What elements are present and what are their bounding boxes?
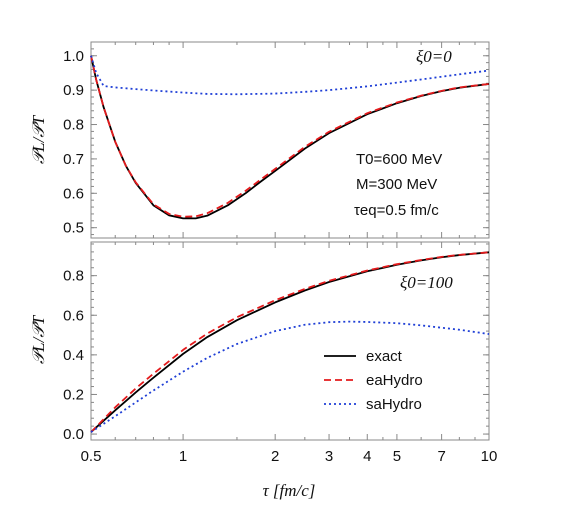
- annotation-t0: T0=600 MeV: [356, 151, 442, 168]
- annotation-xi0-top: ξ0=0: [416, 47, 452, 66]
- y-axis-title-bottom: 𝒫L/𝒫T: [29, 314, 48, 364]
- panel-bottom: 0.5 1 2 3 4 5 7 10 0.0 0.2 0.4 0.6 0.8: [63, 241, 498, 465]
- y-tick-label: 0.0: [63, 426, 84, 443]
- x-tick-label: 5: [393, 448, 401, 465]
- legend-label-eahydro: eaHydro: [366, 372, 423, 389]
- x-tick-label: 2: [271, 448, 279, 465]
- y-tick-label: 0.9: [63, 82, 84, 99]
- x-axis-title: τ [fm/c]: [263, 481, 316, 500]
- plot-frame: [90, 241, 490, 441]
- x-tick-label: 0.5: [81, 448, 102, 465]
- y-tick-label: 0.6: [63, 185, 84, 202]
- plot-frame: [90, 41, 490, 239]
- annotation-tau-eq: τeq=0.5 fm/c: [354, 202, 439, 219]
- y-tick-label: 1.0: [63, 48, 84, 65]
- annotation-xi0-bottom: ξ0=100: [400, 273, 453, 292]
- series-line-eahydro: [90, 251, 490, 433]
- y-tick-label: 0.2: [63, 386, 84, 403]
- x-tick-label: 4: [363, 448, 371, 465]
- y-tick-label: 0.4: [63, 347, 84, 364]
- annotation-mass: M=300 MeV: [356, 176, 437, 193]
- y-tick-label: 0.8: [63, 117, 84, 134]
- y-tick-label: 0.5: [63, 220, 84, 237]
- y-tick-label: 0.7: [63, 151, 84, 168]
- y-tick-label: 0.8: [63, 268, 84, 285]
- y-axis-title-top: 𝒫L/𝒫T: [29, 114, 48, 164]
- y-tick-label: 0.6: [63, 307, 84, 324]
- series-line-eahydro: [90, 55, 490, 218]
- series-line-sahydro: [90, 55, 490, 96]
- legend-label-sahydro: saHydro: [366, 396, 422, 413]
- x-tick-label: 3: [325, 448, 333, 465]
- legend: exact eaHydro saHydro: [324, 348, 423, 413]
- series-line-sahydro: [90, 320, 490, 433]
- series-line-exact: [90, 55, 490, 220]
- panel-top: 0.5 0.6 0.7 0.8 0.9 1.0: [63, 41, 490, 239]
- legend-label-exact: exact: [366, 348, 403, 365]
- x-tick-label: 10: [481, 448, 498, 465]
- x-tick-label: 1: [179, 448, 187, 465]
- x-tick-label: 7: [437, 448, 445, 465]
